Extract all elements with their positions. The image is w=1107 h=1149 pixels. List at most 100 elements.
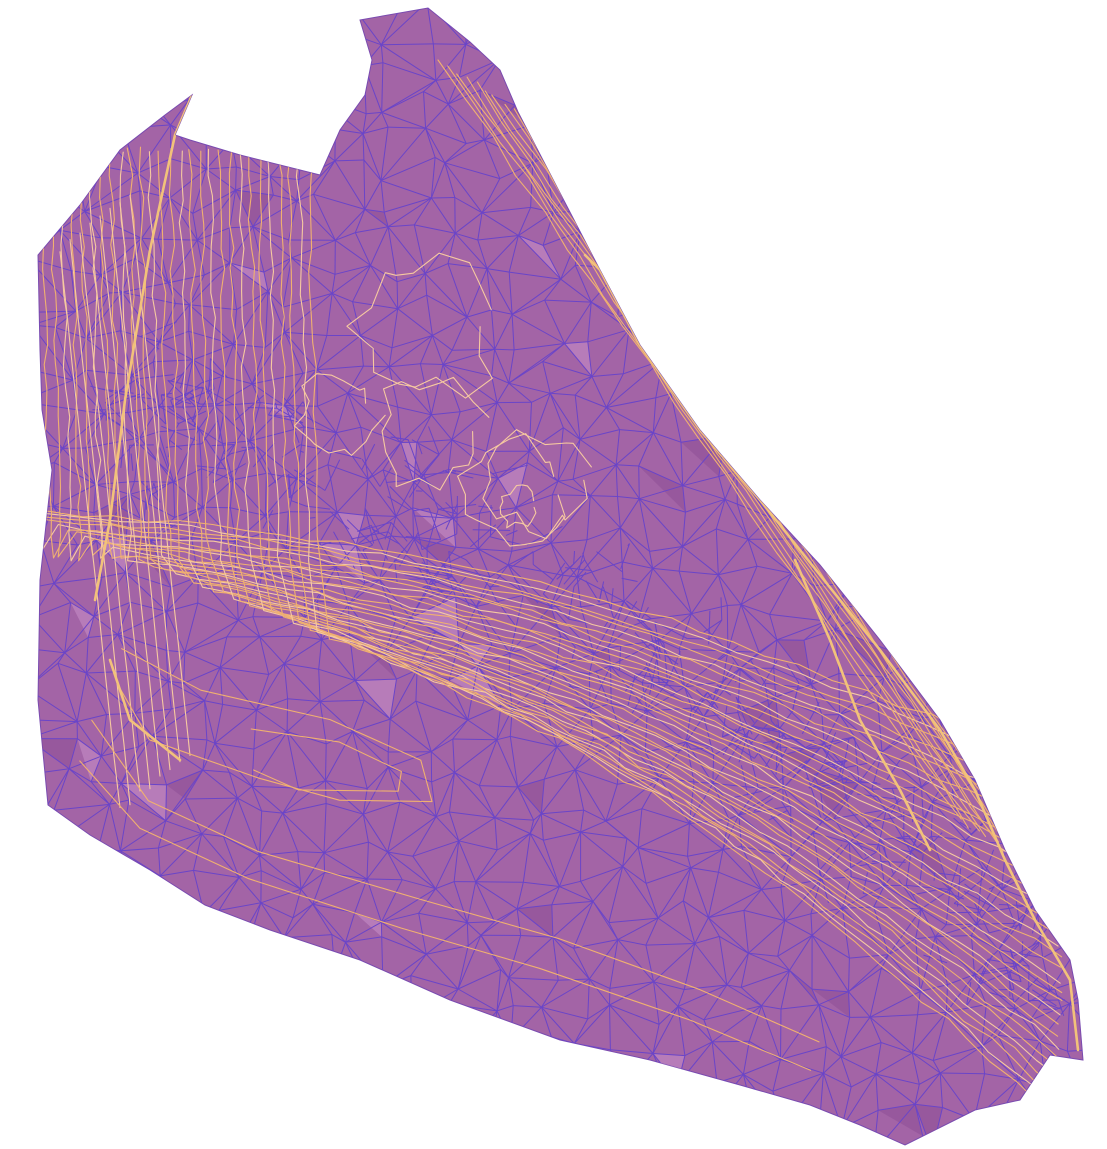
tin-edge [637,568,654,621]
tin-edge [947,974,975,986]
surface-facet [869,377,917,408]
tin-edge [85,952,101,970]
tin-edge [890,463,906,483]
tin-edge [877,700,883,753]
tin-edge [677,1005,705,1021]
tin-edge [161,394,192,405]
tin-edge [292,889,302,918]
tin-edge [556,746,576,771]
tin-edge [551,1106,563,1139]
tin-edge [675,747,709,751]
tin-edge [813,585,828,622]
tin-edge [478,505,493,509]
tin-edge [814,362,827,409]
tin-edge [559,880,581,887]
tin-edge [917,485,943,508]
tin-edge [110,79,123,93]
tin-edge [38,144,76,158]
tin-edge [155,912,205,941]
tin-edge [382,1013,400,1056]
tin-edge [718,565,758,576]
tin-edge [903,615,922,654]
tin-edge [53,88,110,143]
tin-edge [251,8,267,23]
tin-edge [983,443,1018,472]
contour-line [346,252,493,399]
tin-edge [1052,308,1083,311]
tin-edge [533,813,542,821]
tin-edge [672,266,709,297]
tin-edge [1034,851,1080,890]
tin-edge [1049,654,1055,683]
tin-edge [590,495,618,497]
tin-edge [100,952,136,979]
tin-edge [920,984,948,992]
tin-edge [725,193,758,208]
tin-edge [560,635,595,655]
contour-line [306,151,1059,1127]
tin-edge [38,8,71,28]
tin-edge [498,27,509,60]
tin-edge [574,265,592,303]
tin-edge [884,851,912,886]
tin-edge [496,735,511,741]
tin-edge [302,94,315,137]
tin-edge [259,851,298,856]
contour-line [99,151,1058,895]
tin-edge [283,937,303,974]
tin-edge [919,936,936,992]
tin-edge [748,271,780,274]
tin-edge [978,551,981,576]
tin-edge [572,90,600,126]
tin-edge [793,305,803,340]
tin-edge [641,808,690,824]
tin-edge [247,1127,252,1145]
tin-edge [481,206,531,214]
tin-edge [219,636,261,668]
tin-edge [0,1083,3,1117]
tin-edge [155,73,190,101]
tin-edge [628,305,651,331]
tin-edge [93,484,97,513]
tin-edge [157,847,161,876]
tin-edge [682,528,717,547]
tin-edge [867,429,922,443]
tin-edge [574,376,593,396]
tin-edge [280,1113,337,1120]
tin-edge [448,469,454,519]
tin-edge [1051,571,1083,583]
tin-edge [0,402,20,438]
tin-edge [544,299,592,303]
tin-edge [684,650,729,688]
tin-edge [102,1119,122,1125]
tin-edge [38,156,77,207]
tin-edge [169,197,198,241]
tin-edge [707,295,737,334]
tin-edge [1073,721,1083,753]
tin-edge [59,866,97,917]
tin-edge [453,881,468,923]
tin-edge [1014,72,1021,112]
tin-edge [563,559,585,585]
tin-edge [38,687,78,723]
tin-edge [380,180,385,213]
tin-edge [264,69,271,109]
tin-edge [686,238,723,245]
tin-edge [229,970,255,990]
tin-edge [711,1041,718,1083]
tin-edge [659,639,680,650]
tin-edge [134,935,139,978]
tin-edge [38,582,54,588]
tin-edge [282,787,299,814]
tin-edge [444,139,485,164]
contour-line [138,146,1059,936]
tin-edge [141,238,169,284]
tin-edge [1067,136,1083,159]
tin-edge [748,920,786,954]
tin-edge [198,1103,239,1145]
tin-edge [649,197,657,229]
tin-edge [399,531,419,567]
tin-edge [494,817,534,821]
